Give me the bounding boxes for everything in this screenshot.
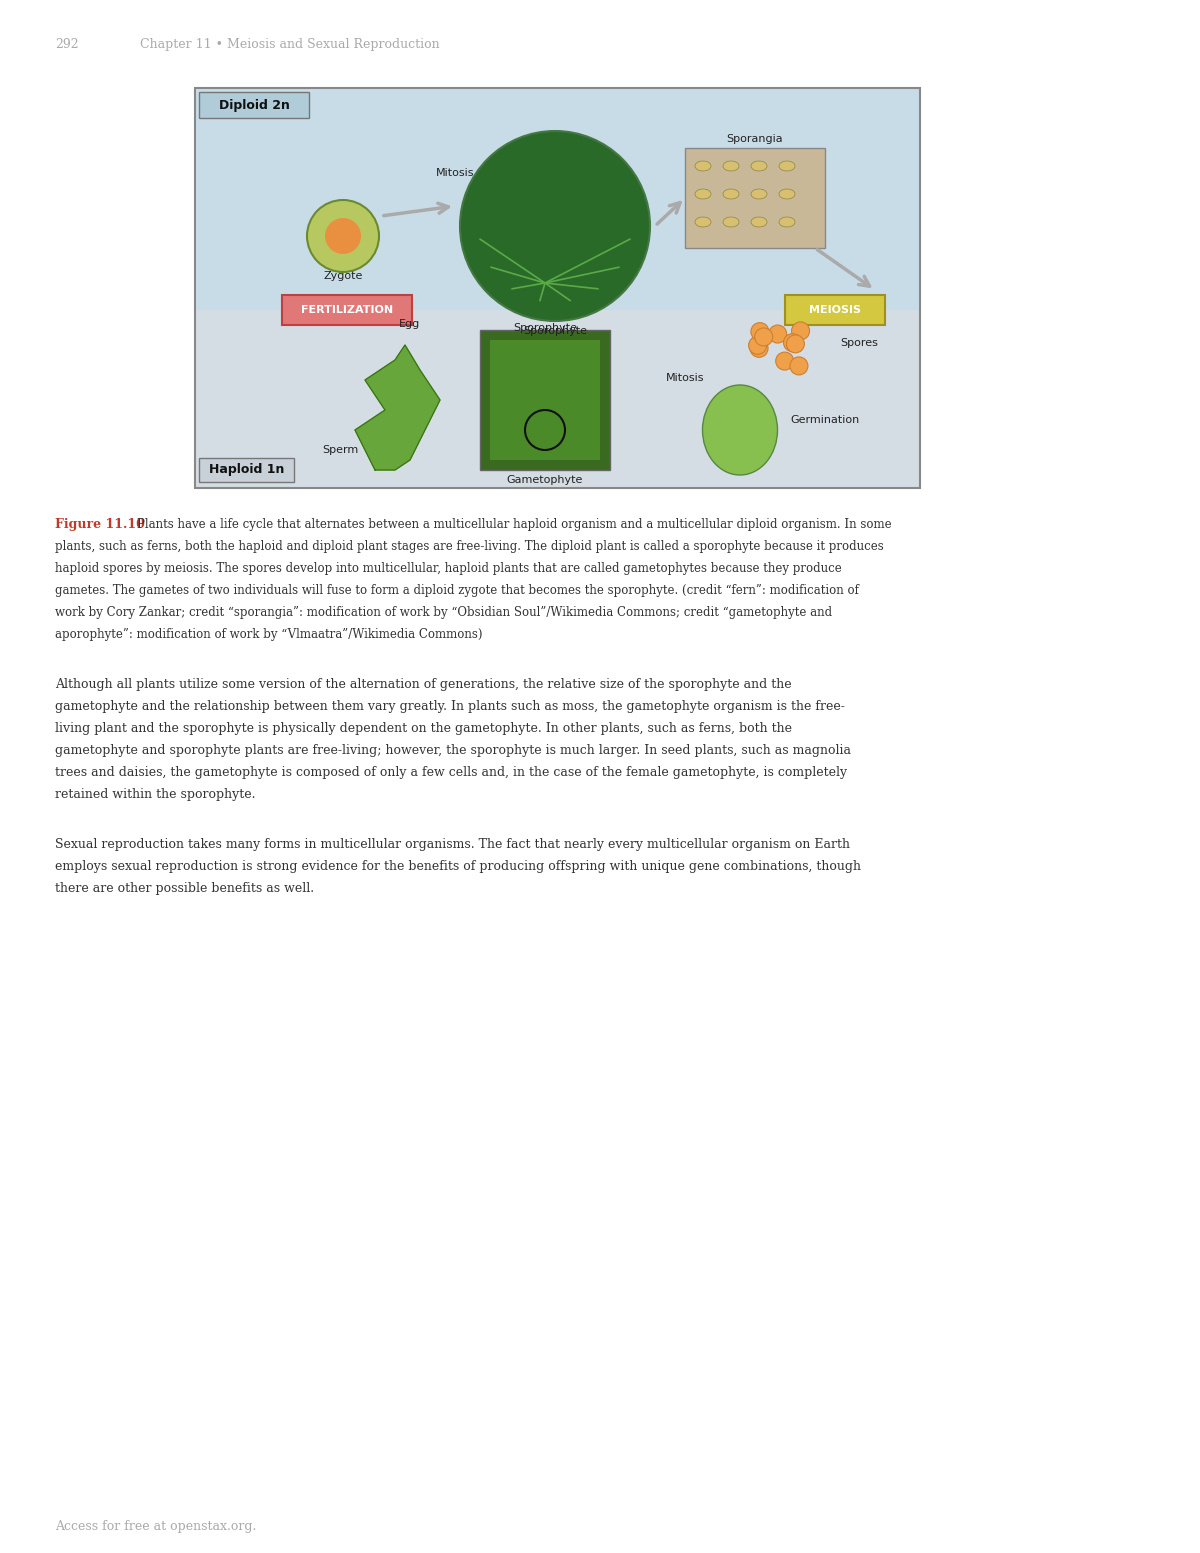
FancyBboxPatch shape	[785, 295, 886, 325]
Text: Egg: Egg	[400, 318, 421, 329]
Ellipse shape	[695, 189, 710, 199]
Ellipse shape	[307, 200, 379, 272]
Text: plants, such as ferns, both the haploid and diploid plant stages are free-living: plants, such as ferns, both the haploid …	[55, 540, 883, 553]
Circle shape	[749, 337, 767, 354]
Text: gametophyte and the relationship between them vary greatly. In plants such as mo: gametophyte and the relationship between…	[55, 700, 845, 713]
Ellipse shape	[722, 162, 739, 171]
Circle shape	[751, 323, 769, 340]
Text: aporophyte”: modification of work by “Vlmaatra”/Wikimedia Commons): aporophyte”: modification of work by “Vl…	[55, 627, 482, 641]
Circle shape	[775, 353, 793, 370]
Ellipse shape	[702, 385, 778, 475]
Text: Mitosis: Mitosis	[436, 168, 474, 179]
Text: Figure 11.10: Figure 11.10	[55, 519, 145, 531]
Ellipse shape	[722, 217, 739, 227]
FancyBboxPatch shape	[685, 148, 826, 248]
FancyBboxPatch shape	[480, 329, 610, 471]
Text: there are other possible benefits as well.: there are other possible benefits as wel…	[55, 882, 314, 895]
Text: 292: 292	[55, 37, 79, 51]
Circle shape	[460, 130, 650, 321]
Text: MEIOSIS: MEIOSIS	[809, 304, 862, 315]
Text: Sporophyte: Sporophyte	[523, 326, 587, 335]
Text: Sporophyte: Sporophyte	[514, 323, 577, 332]
Text: Sexual reproduction takes many forms in multicellular organisms. The fact that n: Sexual reproduction takes many forms in …	[55, 839, 850, 851]
Circle shape	[784, 334, 802, 351]
Ellipse shape	[779, 162, 796, 171]
Text: Chapter 11 • Meiosis and Sexual Reproduction: Chapter 11 • Meiosis and Sexual Reproduc…	[140, 37, 439, 51]
Text: haploid spores by meiosis. The spores develop into multicellular, haploid plants: haploid spores by meiosis. The spores de…	[55, 562, 841, 575]
Text: retained within the sporophyte.: retained within the sporophyte.	[55, 787, 256, 801]
Text: Mitosis: Mitosis	[666, 373, 704, 384]
Text: Germination: Germination	[790, 415, 859, 426]
Ellipse shape	[325, 217, 361, 255]
Text: Spores: Spores	[840, 339, 878, 348]
Ellipse shape	[695, 217, 710, 227]
Text: Although all plants utilize some version of the alternation of generations, the : Although all plants utilize some version…	[55, 679, 792, 691]
Text: Zygote: Zygote	[323, 272, 362, 281]
Text: FERTILIZATION: FERTILIZATION	[301, 304, 394, 315]
Text: gametes. The gametes of two individuals will fuse to form a diploid zygote that : gametes. The gametes of two individuals …	[55, 584, 859, 596]
Polygon shape	[355, 345, 440, 471]
FancyBboxPatch shape	[199, 458, 294, 481]
Ellipse shape	[695, 162, 710, 171]
Circle shape	[755, 328, 773, 346]
FancyBboxPatch shape	[194, 311, 920, 488]
Ellipse shape	[722, 189, 739, 199]
Text: Diploid 2n: Diploid 2n	[218, 98, 289, 112]
FancyBboxPatch shape	[199, 92, 310, 118]
Circle shape	[790, 357, 808, 374]
Text: employs sexual reproduction is strong evidence for the benefits of producing off: employs sexual reproduction is strong ev…	[55, 860, 862, 873]
Text: trees and daisies, the gametophyte is composed of only a few cells and, in the c: trees and daisies, the gametophyte is co…	[55, 766, 847, 780]
Circle shape	[750, 339, 768, 357]
Ellipse shape	[779, 189, 796, 199]
Circle shape	[792, 321, 810, 340]
Text: work by Cory Zankar; credit “sporangia”: modification of work by “Obsidian Soul”: work by Cory Zankar; credit “sporangia”:…	[55, 606, 832, 620]
Text: living plant and the sporophyte is physically dependent on the gametophyte. In o: living plant and the sporophyte is physi…	[55, 722, 792, 735]
Text: Access for free at openstax.org.: Access for free at openstax.org.	[55, 1520, 257, 1533]
Circle shape	[769, 325, 787, 343]
Text: Haploid 1n: Haploid 1n	[209, 463, 284, 477]
FancyBboxPatch shape	[282, 295, 412, 325]
Ellipse shape	[779, 217, 796, 227]
FancyBboxPatch shape	[194, 89, 920, 311]
Text: Gametophyte: Gametophyte	[506, 475, 583, 485]
Ellipse shape	[751, 217, 767, 227]
Ellipse shape	[751, 189, 767, 199]
Text: Sperm: Sperm	[322, 446, 358, 455]
Circle shape	[786, 335, 804, 353]
Text: gametophyte and sporophyte plants are free-living; however, the sporophyte is mu: gametophyte and sporophyte plants are fr…	[55, 744, 851, 756]
FancyBboxPatch shape	[490, 340, 600, 460]
Text: Sporangia: Sporangia	[727, 134, 784, 144]
Ellipse shape	[751, 162, 767, 171]
Text: Plants have a life cycle that alternates between a multicellular haploid organis: Plants have a life cycle that alternates…	[137, 519, 892, 531]
